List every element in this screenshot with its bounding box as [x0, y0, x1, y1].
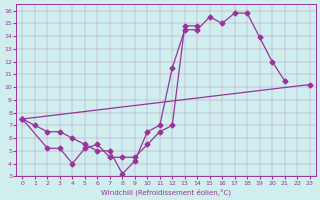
X-axis label: Windchill (Refroidissement éolien,°C): Windchill (Refroidissement éolien,°C): [101, 188, 231, 196]
